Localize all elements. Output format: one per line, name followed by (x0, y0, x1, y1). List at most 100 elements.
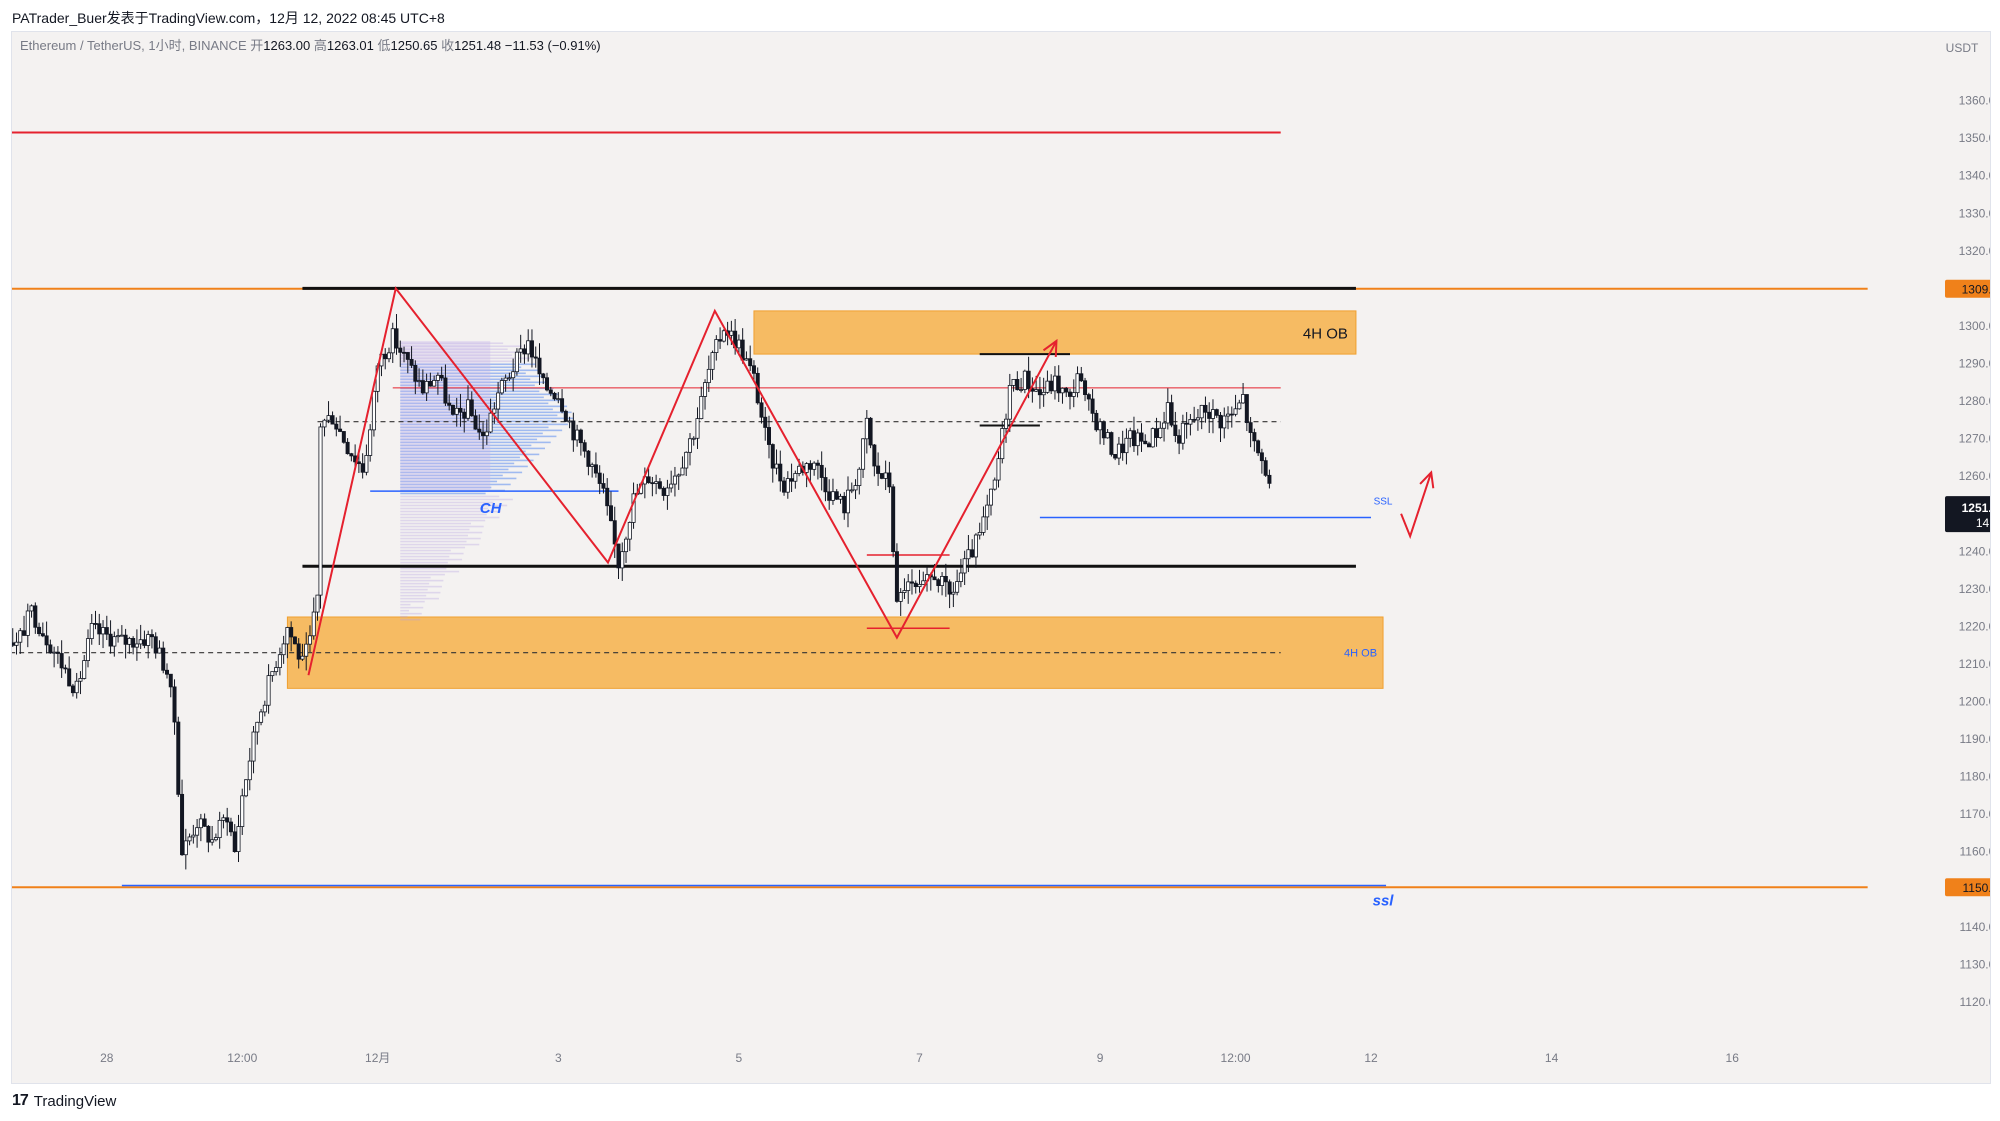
candle-body (225, 817, 230, 823)
volume-profile-bar (400, 438, 538, 441)
candle-body (650, 482, 655, 485)
candle-body (232, 831, 237, 853)
candle-body (187, 836, 192, 842)
x-tick-label: 28 (100, 1051, 114, 1065)
candle-body (819, 464, 824, 478)
candle-body (240, 795, 245, 827)
candle-body (255, 721, 260, 733)
annotation-label: SSL (1374, 496, 1393, 507)
candle-body (1252, 432, 1257, 442)
candle-body (1056, 375, 1061, 394)
candle-body (767, 427, 772, 445)
candle-body (872, 444, 877, 467)
candle-body (97, 623, 102, 635)
volume-profile-bar (400, 591, 441, 594)
candle-body (168, 673, 173, 688)
candle-body (484, 431, 489, 437)
volume-profile-bar (400, 351, 527, 354)
volume-profile-bar (400, 348, 508, 351)
candle-body (1090, 398, 1095, 414)
price-chart[interactable]: Ethereum / TetherUS, 1小时, BINANCE 开1263.… (12, 32, 1990, 1083)
candle-body (149, 634, 154, 638)
volume-profile-bar (400, 495, 500, 498)
candle-body (526, 340, 531, 355)
projection-path (1400, 472, 1433, 540)
candle-body (906, 581, 911, 591)
volume-profile-bar (400, 561, 448, 564)
candle-body (244, 779, 249, 797)
candle-body (563, 410, 568, 422)
volume-profile-bar (400, 432, 543, 435)
order-block-label: 4H OB (1303, 325, 1348, 342)
volume-profile-bar (400, 510, 501, 513)
volume-profile-bar (400, 585, 442, 588)
candle-body (142, 639, 147, 646)
candle-body (195, 827, 200, 836)
candle-body (360, 463, 365, 473)
footer-brand: 17 TradingView (12, 1092, 116, 1110)
volume-profile-bar (400, 504, 508, 507)
candle-body (804, 463, 809, 473)
candle-body (1222, 415, 1227, 429)
level-price-tag (1945, 279, 1990, 298)
candle-body (571, 420, 576, 441)
volume-profile-bar (400, 477, 517, 480)
volume-profile-bar (400, 600, 425, 603)
volume-profile-bar (400, 597, 439, 600)
volume-profile-bar (400, 372, 526, 375)
candle-body (18, 630, 23, 643)
candle-body (834, 491, 839, 500)
candle-body (1019, 389, 1024, 391)
y-tick-label: 1270.00 (1959, 432, 1990, 446)
y-tick-label: 1170.00 (1960, 807, 1991, 821)
candle-body (499, 380, 504, 394)
volume-profile-bar (400, 573, 445, 576)
candle-body (221, 817, 226, 821)
candle-body (883, 472, 888, 479)
chart-panel[interactable]: Ethereum / TetherUS, 1小时, BINANCE 开1263.… (11, 31, 1991, 1084)
candle-body (285, 627, 290, 645)
candle-body (1004, 418, 1009, 429)
candle-body (1094, 412, 1099, 431)
candle-body (311, 611, 316, 637)
candle-body (281, 643, 286, 656)
candle-body (1086, 394, 1091, 400)
candle-body (1037, 389, 1042, 396)
volume-profile-bar (400, 360, 517, 363)
candle-body (1022, 370, 1027, 390)
candle-body (67, 668, 72, 687)
candle-body (74, 680, 79, 694)
candle-body (721, 330, 726, 342)
candle-body (488, 412, 493, 433)
candle-body (789, 478, 794, 482)
candle-body (853, 485, 858, 491)
candle-body (691, 437, 696, 440)
volume-profile-bar (400, 447, 545, 450)
candle-body (1158, 427, 1163, 438)
volume-profile-bar (400, 516, 500, 519)
candle-body (1075, 373, 1080, 394)
volume-profile-bar (400, 492, 486, 495)
candle-body (729, 330, 734, 336)
candle-body (262, 704, 267, 713)
candle-body (1105, 432, 1110, 439)
candle-body (37, 626, 42, 635)
y-tick-label: 1240.00 (1959, 544, 1990, 558)
last-price-tag (1945, 496, 1990, 533)
y-tick-label: 1210.00 (1959, 657, 1990, 671)
volume-profile-bar (400, 453, 540, 456)
candle-body (146, 634, 151, 646)
candle-body (1229, 413, 1234, 416)
candle-body (605, 487, 610, 507)
candle-body (428, 380, 433, 387)
candle-body (710, 352, 715, 370)
x-tick-label: 5 (736, 1051, 743, 1065)
volume-profile-bar (400, 444, 532, 447)
candle-body (586, 450, 591, 467)
candle-body (93, 623, 98, 625)
volume-profile-bar (400, 363, 536, 366)
candle-body (921, 580, 926, 585)
candle-body (654, 481, 659, 484)
candle-body (537, 357, 542, 375)
candle-body (940, 576, 945, 586)
